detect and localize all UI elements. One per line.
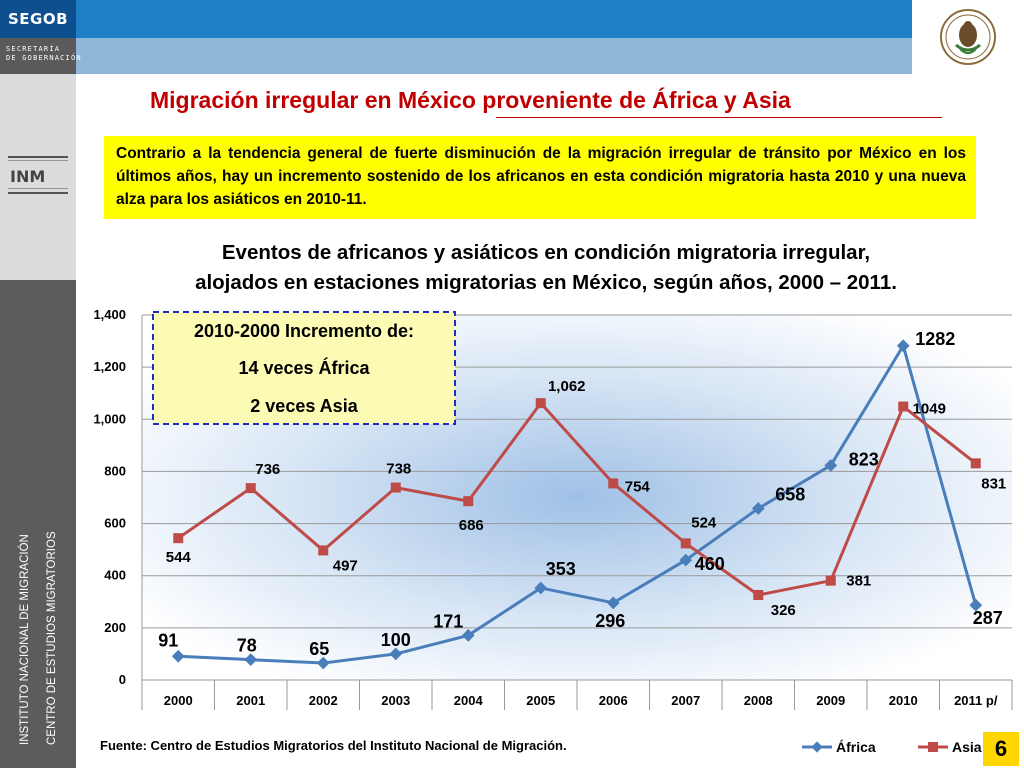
data-point-africa	[244, 653, 258, 667]
data-label-asia: 1,062	[548, 378, 586, 395]
x-tick-label: 2011 p/	[954, 693, 998, 708]
series-line-asia	[177, 401, 977, 597]
data-point-asia	[390, 482, 401, 493]
data-label-asia: 381	[846, 573, 871, 590]
data-point-africa	[171, 649, 185, 663]
x-tick-label: 2006	[599, 693, 628, 708]
x-tick-label: 2009	[816, 693, 845, 708]
sidebar-dark-panel	[0, 280, 76, 768]
x-tick-label: 2005	[526, 693, 555, 708]
chart-subtitle-line2: alojados en estaciones migratorias en Mé…	[195, 271, 897, 294]
y-tick-label: 800	[104, 463, 126, 478]
x-tick-label: 2000	[164, 693, 193, 708]
data-point-asia	[825, 575, 836, 586]
legend-marker-asia	[928, 742, 938, 752]
legend-label-asia: Asia	[952, 739, 982, 755]
data-label-asia: 736	[255, 461, 280, 478]
svg-text:INM: INM	[10, 167, 45, 186]
secretaria-label: SECRETARÍA DE GOBERNACIÓN	[6, 45, 82, 62]
highlight-box: Contrario a la tendencia general de fuer…	[104, 136, 976, 219]
header-sub-bar	[0, 38, 912, 74]
data-label-africa: 296	[595, 611, 625, 631]
source-note: Fuente: Centro de Estudios Migratorios d…	[100, 738, 567, 753]
data-point-asia	[680, 538, 691, 549]
y-tick-label: 0	[119, 672, 126, 687]
data-label-asia: 524	[691, 514, 717, 531]
data-label-africa: 460	[695, 554, 725, 574]
data-label-asia: 497	[333, 557, 358, 574]
header-bar	[0, 0, 912, 38]
data-label-africa: 100	[381, 630, 411, 650]
data-point-asia	[245, 483, 256, 494]
data-label-asia: 544	[166, 549, 192, 566]
data-label-africa: 65	[309, 639, 329, 659]
page-title-wrap: Migración irregular en México provenient…	[150, 87, 950, 118]
sidebar-institute-label: INSTITUTO NACIONAL DE MIGRACIÓN	[19, 534, 31, 745]
data-label-africa: 171	[433, 611, 463, 631]
page-title: Migración irregular en México provenient…	[150, 87, 791, 113]
legend-label-africa: África	[836, 739, 876, 755]
data-point-asia	[463, 496, 474, 507]
x-tick-label: 2007	[671, 693, 700, 708]
data-label-africa: 91	[158, 630, 178, 650]
data-label-africa: 353	[546, 559, 576, 579]
data-label-asia: 754	[625, 478, 651, 495]
header-sub-left	[0, 38, 76, 74]
data-point-asia	[535, 398, 546, 409]
data-point-asia	[898, 401, 909, 412]
data-label-africa: 1282	[915, 329, 955, 349]
data-label-africa: 78	[237, 636, 257, 656]
series-line-africa	[178, 344, 978, 665]
y-tick-label: 1,200	[93, 359, 126, 374]
inm-logo-icon: INM	[6, 152, 70, 200]
data-point-asia	[608, 478, 619, 489]
x-tick-label: 2008	[744, 693, 773, 708]
title-underline	[496, 117, 942, 118]
data-point-africa	[316, 656, 330, 670]
x-tick-label: 2010	[889, 693, 918, 708]
annotation-box	[152, 311, 456, 425]
data-point-asia	[753, 590, 764, 601]
y-tick-label: 1,000	[93, 411, 126, 426]
y-tick-label: 200	[104, 620, 126, 635]
data-label-asia: 686	[459, 517, 484, 534]
data-label-asia: 831	[981, 475, 1006, 492]
chart-subtitle-line1: Eventos de africanos y asiáticos en cond…	[221, 241, 871, 264]
y-tick-label: 600	[104, 516, 126, 531]
page-number: 6	[983, 732, 1019, 766]
x-tick-label: 2001	[236, 693, 265, 708]
legend-marker-africa	[811, 741, 823, 753]
data-point-asia	[318, 545, 329, 556]
x-tick-label: 2004	[454, 693, 484, 708]
annotation-line3: 2 veces Asia	[250, 396, 358, 416]
y-tick-label: 1,400	[93, 307, 126, 322]
mexico-seal-icon	[912, 0, 1024, 74]
segob-logo: SEGOB	[0, 0, 76, 38]
highlight-text: Contrario a la tendencia general de fuer…	[116, 145, 966, 208]
brand-label: SEGOB	[7, 10, 69, 28]
data-label-africa: 823	[849, 449, 879, 469]
annotation-line2: 14 veces África	[238, 357, 370, 378]
data-label-africa: 287	[973, 608, 1003, 628]
sidebar-center-label: CENTRO DE ESTUDIOS MIGRATORIOS	[46, 531, 58, 745]
data-label-asia: 738	[386, 461, 411, 478]
data-label-asia: 326	[771, 602, 796, 619]
data-point-africa	[389, 647, 403, 661]
x-tick-label: 2003	[381, 693, 410, 708]
x-tick-label: 2002	[309, 693, 338, 708]
line-chart: 0 200 400 600 800 1,000 1,200 1,400 2000 2001 2002…	[93, 307, 1013, 755]
annotation-line1: 2010-2000 Incremento de:	[194, 321, 414, 341]
data-point-africa	[679, 553, 693, 567]
data-label-asia: 1049	[913, 401, 946, 418]
y-tick-label: 400	[104, 568, 126, 583]
data-point-asia	[173, 533, 184, 544]
data-label-africa: 658	[775, 484, 805, 504]
data-point-asia	[970, 458, 981, 469]
chart-subtitle: Eventos de africanos y asiáticos en cond…	[86, 238, 1006, 298]
